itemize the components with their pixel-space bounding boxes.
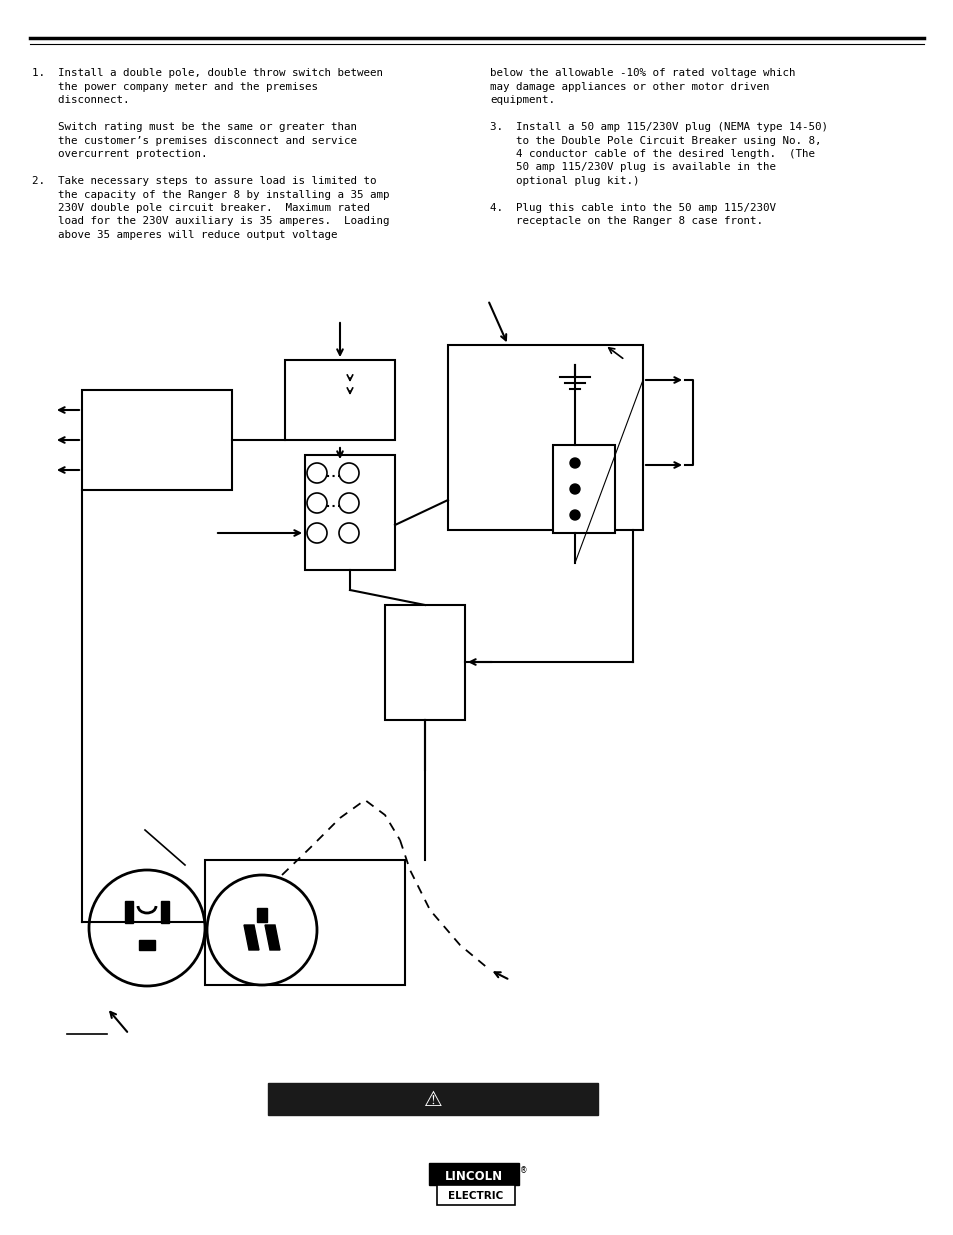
Bar [161,902,169,923]
Bar [305,454,395,571]
Bar [82,390,232,490]
Polygon shape [244,925,258,950]
Text: LINCOLN: LINCOLN [444,1170,502,1182]
Circle shape [207,876,316,986]
Circle shape [307,463,327,483]
Text: may damage appliances or other motor driven: may damage appliances or other motor dri… [490,82,769,91]
Text: 4 conductor cable of the desired length.  (The: 4 conductor cable of the desired length.… [490,149,814,159]
Text: above 35 amperes will reduce output voltage: above 35 amperes will reduce output volt… [32,230,337,240]
Bar [285,359,395,440]
Text: 50 amp 115/230V plug is available in the: 50 amp 115/230V plug is available in the [490,163,775,173]
Circle shape [89,869,205,986]
Polygon shape [265,925,280,950]
Text: disconnect.: disconnect. [32,95,130,105]
Circle shape [569,510,579,520]
Bar [553,445,615,534]
Text: optional plug kit.): optional plug kit.) [490,177,639,186]
Text: the customer’s premises disconnect and service: the customer’s premises disconnect and s… [32,136,356,146]
Circle shape [338,463,358,483]
Bar [429,1163,518,1186]
Text: ®: ® [519,1167,527,1176]
Bar [436,1186,515,1205]
Polygon shape [256,908,267,923]
Circle shape [569,458,579,468]
Text: to the Double Pole Circuit Breaker using No. 8,: to the Double Pole Circuit Breaker using… [490,136,821,146]
Text: 3.  Install a 50 amp 115/230V plug (NEMA type 14-50): 3. Install a 50 amp 115/230V plug (NEMA … [490,122,827,132]
Bar [448,345,642,530]
Text: overcurrent protection.: overcurrent protection. [32,149,208,159]
Bar [205,860,405,986]
Circle shape [307,493,327,513]
Bar [125,902,132,923]
Text: 1.  Install a double pole, double throw switch between: 1. Install a double pole, double throw s… [32,68,382,78]
Bar [139,940,154,950]
Text: load for the 230V auxiliary is 35 amperes.  Loading: load for the 230V auxiliary is 35 ampere… [32,216,389,226]
Text: the power company meter and the premises: the power company meter and the premises [32,82,317,91]
Text: the capacity of the Ranger 8 by installing a 35 amp: the capacity of the Ranger 8 by installi… [32,189,389,200]
Bar [385,605,464,720]
Circle shape [338,522,358,543]
Text: Switch rating must be the same or greater than: Switch rating must be the same or greate… [32,122,356,132]
Text: ⚠: ⚠ [423,1091,442,1110]
Text: receptacle on the Ranger 8 case front.: receptacle on the Ranger 8 case front. [490,216,762,226]
Text: below the allowable -10% of rated voltage which: below the allowable -10% of rated voltag… [490,68,795,78]
Circle shape [307,522,327,543]
Text: 230V double pole circuit breaker.  Maximum rated: 230V double pole circuit breaker. Maximu… [32,203,370,212]
Circle shape [338,493,358,513]
Text: equipment.: equipment. [490,95,555,105]
Bar [268,1083,598,1115]
Text: ELECTRIC: ELECTRIC [448,1191,503,1200]
Circle shape [569,484,579,494]
Text: 2.  Take necessary steps to assure load is limited to: 2. Take necessary steps to assure load i… [32,177,376,186]
Text: 4.  Plug this cable into the 50 amp 115/230V: 4. Plug this cable into the 50 amp 115/2… [490,203,775,212]
